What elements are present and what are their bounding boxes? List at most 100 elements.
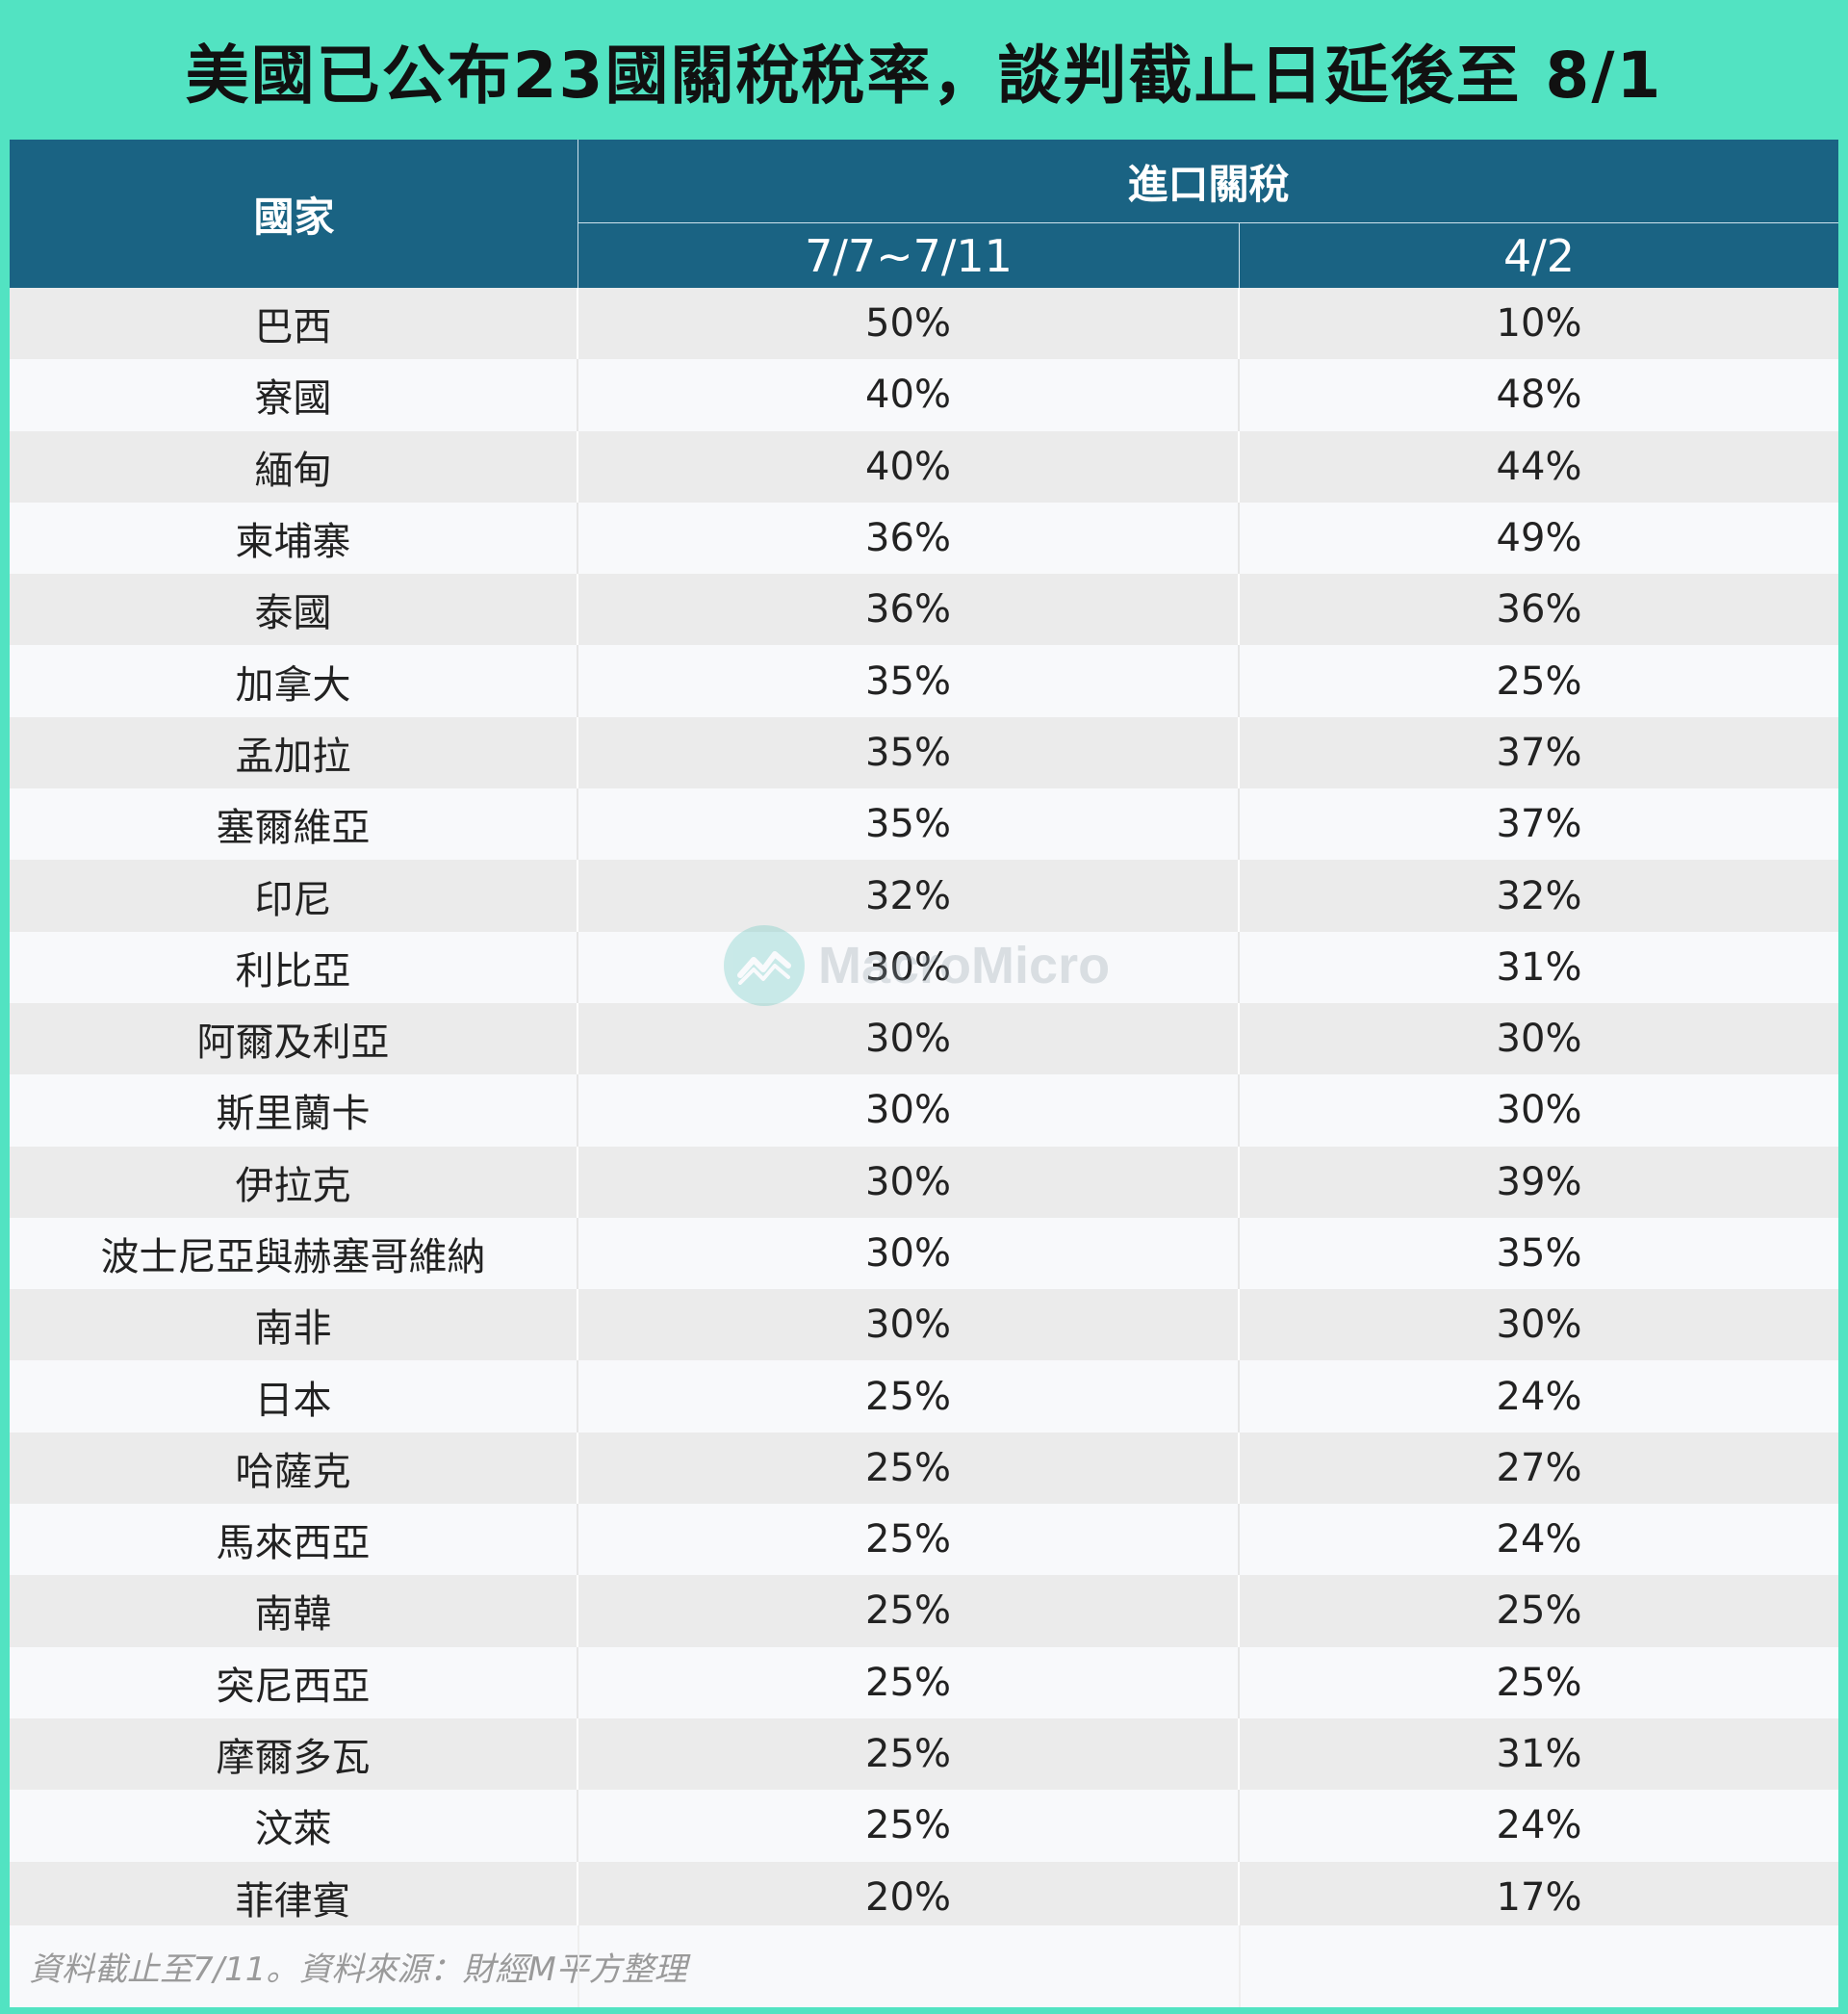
table-cell-country: 塞爾維亞: [10, 788, 578, 861]
table-cell-april-rate: 31%: [1496, 1732, 1582, 1777]
table-row: 波士尼亞與赫塞哥維納 30% 35%: [10, 1217, 1838, 1290]
header-divider-vertical-sub: [1239, 223, 1240, 288]
table-cell-current-rate: 32%: [578, 860, 1240, 932]
table-cell-april-rate: 25%: [1496, 1588, 1582, 1634]
header-col-april: 4/2: [1502, 229, 1576, 282]
table-cell-country: 突尼西亞: [10, 1646, 578, 1718]
table-row: 寮國 40% 48%: [10, 359, 1838, 431]
table-cell-current-rate: 30%: [578, 1146, 1240, 1218]
table-cell-april-rate: 35%: [1496, 1231, 1582, 1276]
table-cell-april-rate: 24%: [1496, 1374, 1582, 1419]
table-row: 巴西 50% 10%: [10, 288, 1838, 360]
table-cell-current-rate: 30%: [578, 931, 1240, 1003]
table-cell-april-rate: 24%: [1496, 1803, 1582, 1848]
table-cell-current-rate: 25%: [578, 1504, 1240, 1576]
table-cell-april-rate: 27%: [1496, 1445, 1582, 1490]
table-cell-current-rate: 25%: [578, 1432, 1240, 1505]
table-row: 哈薩克 25% 27%: [10, 1432, 1838, 1505]
table-row: 菲律賓 20% 17%: [10, 1861, 1838, 1933]
table-cell-april-rate: 24%: [1496, 1517, 1582, 1562]
table-cell-country: 哈薩克: [10, 1432, 578, 1505]
table-row: 馬來西亞 25% 24%: [10, 1504, 1838, 1576]
table-cell-current-rate: 25%: [578, 1646, 1240, 1718]
table-cell-april-rate: 30%: [1496, 1088, 1582, 1133]
table-row: 南韓 25% 25%: [10, 1575, 1838, 1647]
table-row: 突尼西亞 25% 25%: [10, 1646, 1838, 1718]
header-country: 國家: [253, 193, 335, 241]
table-cell-current-rate: 30%: [578, 1074, 1240, 1147]
table-cell-current-rate: 35%: [578, 788, 1240, 861]
table-row: 斯里蘭卡 30% 30%: [10, 1074, 1838, 1147]
table-cell-country: 南非: [10, 1289, 578, 1361]
table-cell-current-rate: 30%: [578, 1217, 1240, 1290]
table-cell-april-rate: 30%: [1496, 1017, 1582, 1062]
table-cell-current-rate: 50%: [578, 288, 1240, 360]
table-cell-current-rate: 30%: [578, 1289, 1240, 1361]
table-cell-april-rate: 49%: [1496, 516, 1582, 561]
table-cell-country: 孟加拉: [10, 716, 578, 789]
table-cell-country: 菲律賓: [10, 1861, 578, 1933]
table-cell-country: 印尼: [10, 860, 578, 932]
footer-divider: [1239, 1925, 1241, 2007]
table-cell-april-rate: 17%: [1496, 1874, 1582, 1920]
source-note: 資料截止至7/11。資料來源：財經M平方整理: [10, 1925, 1838, 2007]
table-cell-april-rate: 37%: [1496, 730, 1582, 775]
table-cell-current-rate: 35%: [578, 645, 1240, 717]
table-body: 巴西 50% 10% 寮國 40% 48% 緬甸 40% 44% 柬埔寨 36% 49% 泰國 36% 36…: [10, 288, 1838, 1933]
table-cell-current-rate: 25%: [578, 1360, 1240, 1433]
table-cell-april-rate: 25%: [1496, 1660, 1582, 1705]
table-cell-april-rate: 25%: [1496, 658, 1582, 704]
table-cell-current-rate: 25%: [578, 1790, 1240, 1862]
table-row: 柬埔寨 36% 49%: [10, 502, 1838, 575]
table-cell-country: 利比亞: [10, 931, 578, 1003]
table-row: 泰國 36% 36%: [10, 574, 1838, 646]
table-cell-current-rate: 36%: [578, 502, 1240, 575]
table-cell-current-rate: 36%: [578, 574, 1240, 646]
table-cell-current-rate: 25%: [578, 1717, 1240, 1791]
table-cell-country: 緬甸: [10, 430, 578, 503]
table-cell-april-rate: 36%: [1496, 587, 1582, 633]
table-row: 孟加拉 35% 37%: [10, 716, 1838, 789]
table-cell-country: 寮國: [10, 359, 578, 431]
table-cell-country: 日本: [10, 1360, 578, 1433]
table-cell-country: 汶萊: [10, 1790, 578, 1862]
table-cell-country: 泰國: [10, 574, 578, 646]
table-cell-april-rate: 32%: [1496, 873, 1582, 918]
table-row: 加拿大 35% 25%: [10, 645, 1838, 717]
table-cell-april-rate: 30%: [1496, 1303, 1582, 1348]
table-cell-april-rate: 37%: [1496, 802, 1582, 847]
table-cell-country: 巴西: [10, 288, 578, 360]
table-row: 汶萊 25% 24%: [10, 1790, 1838, 1862]
table-row: 緬甸 40% 44%: [10, 430, 1838, 503]
table-cell-current-rate: 20%: [578, 1861, 1240, 1933]
chart-title: 美國已公布23國關稅稅率，談判截止日延後至 8/1: [185, 38, 1663, 113]
table-row: 阿爾及利亞 30% 30%: [10, 1002, 1838, 1075]
table-cell-april-rate: 39%: [1496, 1159, 1582, 1204]
header-divider-horizontal: [578, 222, 1838, 223]
table-cell-current-rate: 35%: [578, 716, 1240, 789]
header-col-current: 7/7~7/11: [805, 229, 1013, 282]
table-cell-country: 加拿大: [10, 645, 578, 717]
table-row: 日本 25% 24%: [10, 1360, 1838, 1433]
table-row: 摩爾多瓦 25% 31%: [10, 1717, 1838, 1791]
table-cell-april-rate: 44%: [1496, 444, 1582, 489]
table-row: 利比亞 30% 31%: [10, 931, 1838, 1003]
table-cell-country: 摩爾多瓦: [10, 1717, 578, 1791]
table-cell-country: 柬埔寨: [10, 502, 578, 575]
table-cell-current-rate: 25%: [578, 1575, 1240, 1647]
header-import-tariff: 進口關稅: [1127, 160, 1290, 208]
table-row: 印尼 32% 32%: [10, 860, 1838, 932]
table-cell-april-rate: 48%: [1496, 373, 1582, 418]
table-cell-country: 波士尼亞與赫塞哥維納: [10, 1217, 578, 1290]
table-header: 國家 進口關稅 7/7~7/11 4/2: [10, 140, 1838, 288]
table-row: 伊拉克 30% 39%: [10, 1146, 1838, 1218]
table-cell-current-rate: 40%: [578, 359, 1240, 431]
table-row: 南非 30% 30%: [10, 1289, 1838, 1361]
table-cell-current-rate: 40%: [578, 430, 1240, 503]
table-cell-country: 斯里蘭卡: [10, 1074, 578, 1147]
table-cell-country: 南韓: [10, 1575, 578, 1647]
table-cell-current-rate: 30%: [578, 1002, 1240, 1075]
table-cell-country: 馬來西亞: [10, 1504, 578, 1576]
table-cell-country: 伊拉克: [10, 1146, 578, 1218]
table-panel: 國家 進口關稅 7/7~7/11 4/2 巴西 50% 10% 寮國 40% 48% 緬甸 4…: [10, 140, 1838, 2007]
